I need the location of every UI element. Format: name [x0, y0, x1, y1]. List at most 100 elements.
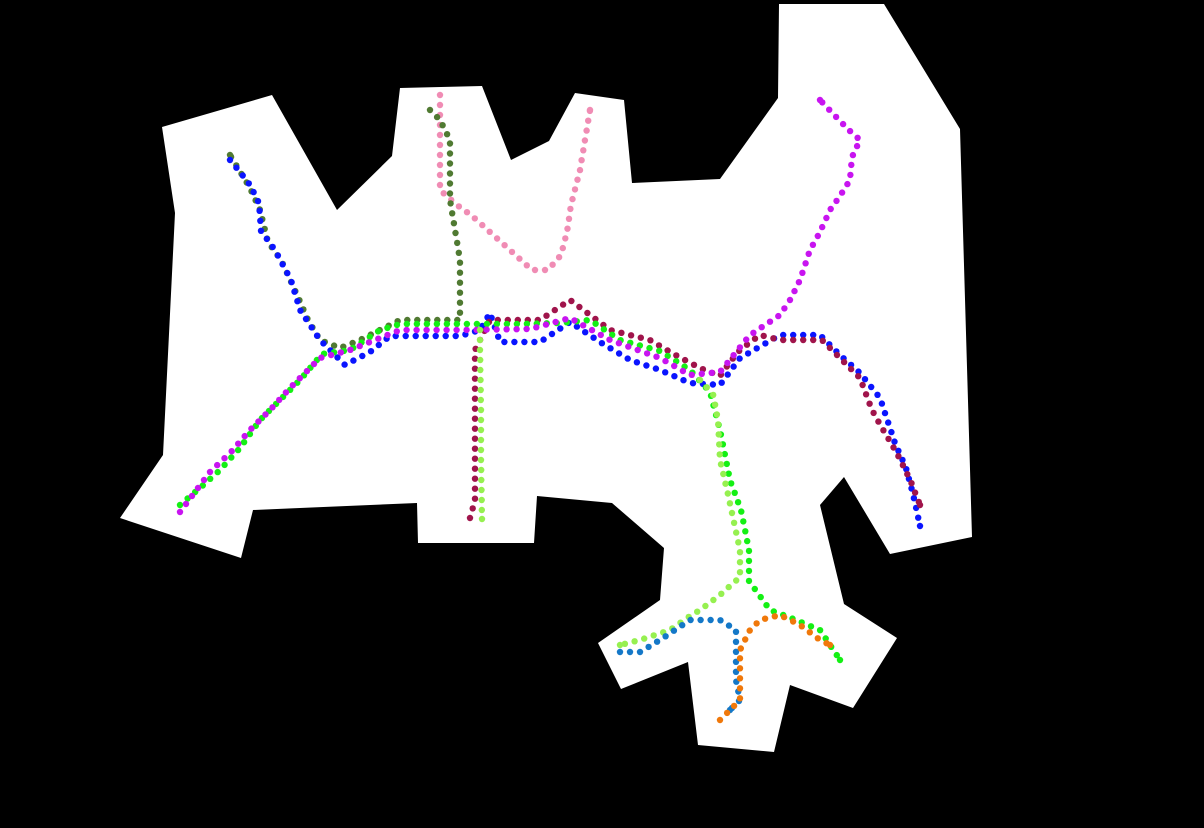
line-stop — [814, 232, 821, 240]
line-stop — [819, 223, 826, 231]
line-stop — [806, 629, 813, 636]
line-stop — [274, 252, 282, 259]
line-stop — [540, 336, 547, 343]
line-stop — [235, 440, 242, 447]
line-stop — [549, 261, 556, 268]
line-stop — [745, 577, 753, 585]
line-stop — [758, 324, 765, 331]
line-stop — [710, 596, 717, 604]
line-stop — [432, 332, 439, 340]
line-stop — [533, 324, 540, 331]
line-stop — [334, 354, 341, 361]
line-stop — [221, 455, 228, 462]
line-stop — [573, 323, 581, 330]
line-stop — [456, 289, 464, 296]
line-stop — [294, 298, 301, 305]
line-stop — [645, 643, 652, 651]
line-stop — [846, 127, 854, 135]
line-stop — [436, 151, 444, 159]
line-stop — [576, 166, 584, 174]
line-stop — [439, 122, 446, 129]
line-stop — [456, 279, 464, 286]
line-stop — [446, 160, 454, 167]
line-stop — [523, 325, 530, 333]
line-stop — [655, 342, 663, 349]
line-stop — [471, 435, 479, 442]
line-stop — [318, 354, 325, 361]
line-stop — [823, 214, 830, 222]
line-stop — [810, 336, 817, 344]
line-stop — [780, 613, 788, 621]
line-stop — [890, 444, 897, 451]
line-stop — [279, 261, 286, 268]
line-stop — [885, 419, 892, 426]
line-stop — [233, 164, 240, 171]
line-stop — [724, 371, 731, 378]
line-stop — [832, 113, 840, 121]
line-stop — [847, 171, 854, 179]
line-stop — [870, 409, 877, 417]
line-stop — [681, 356, 689, 364]
line-stop — [269, 404, 276, 411]
line-stop — [781, 305, 788, 312]
line-stop — [194, 484, 202, 492]
line-stop — [736, 675, 744, 682]
line-stop — [615, 350, 623, 357]
line-stop — [833, 351, 841, 359]
line-stop — [880, 427, 887, 434]
line-stop — [367, 348, 375, 355]
line-stop — [760, 332, 767, 340]
lime-line — [476, 326, 744, 649]
line-stop — [245, 180, 252, 187]
line-stop — [531, 266, 539, 274]
line-stop — [827, 205, 834, 213]
line-stop — [241, 432, 248, 440]
line-stop — [501, 242, 508, 249]
line-stop — [552, 318, 559, 326]
line-stop — [571, 317, 578, 324]
line-stop — [521, 338, 528, 346]
line-stop — [606, 336, 613, 343]
line-stop — [588, 326, 596, 334]
line-stop — [393, 321, 401, 329]
line-stop — [446, 170, 454, 177]
line-stop — [182, 500, 190, 508]
line-stop — [621, 640, 629, 647]
line-stop — [471, 425, 479, 432]
line-stop — [423, 320, 431, 328]
line-stop — [738, 508, 745, 515]
line-stop — [826, 344, 834, 352]
line-stop — [471, 215, 478, 222]
line-stop — [262, 411, 269, 418]
line-stop — [746, 627, 753, 634]
line-stop — [288, 278, 295, 286]
line-stop — [730, 352, 737, 359]
line-stop — [356, 342, 363, 350]
line-stop — [495, 333, 502, 340]
line-stop — [559, 301, 567, 308]
line-stop — [276, 396, 283, 404]
line-stop — [742, 528, 749, 535]
line-stop — [816, 627, 824, 634]
line-stop — [581, 137, 589, 144]
line-stop — [463, 320, 471, 328]
line-stop — [477, 406, 485, 414]
line-stop — [446, 150, 454, 157]
line-stop — [736, 695, 744, 702]
line-stop — [656, 347, 663, 354]
line-stop — [365, 339, 373, 346]
line-stop — [580, 147, 587, 154]
line-stop — [708, 369, 715, 376]
line-stop — [447, 200, 454, 207]
line-stop — [736, 655, 744, 662]
line-stop — [366, 333, 373, 340]
line-stop — [717, 367, 725, 374]
line-stop — [511, 338, 518, 346]
line-stop — [849, 151, 857, 159]
line-stop — [724, 490, 731, 497]
line-stop — [728, 480, 735, 487]
line-stop — [652, 365, 660, 372]
line-stop — [531, 338, 538, 346]
line-stop — [568, 297, 575, 305]
